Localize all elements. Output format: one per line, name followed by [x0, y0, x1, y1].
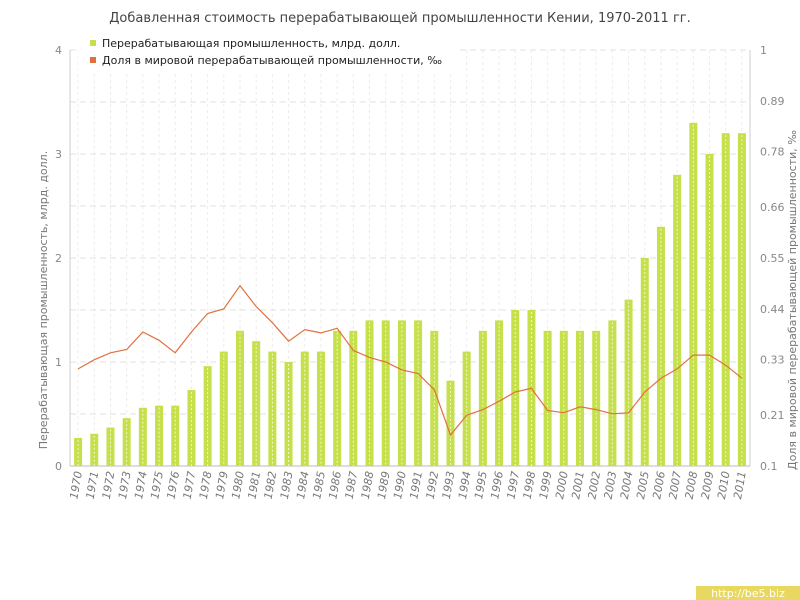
x-tick: 1986	[326, 470, 344, 500]
x-tick: 1979	[213, 470, 231, 500]
x-tick: 1989	[375, 470, 393, 500]
bar	[397, 320, 406, 466]
bar	[414, 320, 423, 466]
y-tick-left: 0	[55, 460, 62, 473]
y-tick-right: 0.78	[760, 146, 785, 159]
x-axis: 1970197119721973197419751976197719781979…	[67, 470, 748, 500]
bar	[462, 351, 471, 466]
legend-swatch-line	[90, 57, 96, 63]
bar	[495, 320, 504, 466]
y-tick-right: 0.66	[760, 201, 785, 214]
y-tick-left: 3	[55, 148, 62, 161]
x-tick: 1974	[132, 470, 150, 500]
bar	[316, 351, 325, 466]
y-tick-right: 0.55	[760, 252, 785, 265]
bar	[138, 407, 147, 466]
legend-entry-line: Доля в мировой перерабатывающей промышле…	[102, 54, 442, 67]
x-tick: 1971	[84, 470, 102, 500]
x-tick: 2008	[683, 470, 701, 500]
x-tick: 1981	[245, 470, 263, 500]
y-axis-left-label: Перерабатывающая промышленность, млрд. д…	[37, 151, 50, 449]
bar	[608, 320, 617, 466]
x-tick: 2011	[731, 470, 749, 500]
y-tick-right: 1	[760, 44, 767, 57]
bar	[365, 320, 374, 466]
watermark: http://be5.biz	[696, 586, 800, 600]
x-tick: 1975	[148, 470, 166, 500]
x-tick: 2010	[715, 470, 733, 500]
x-tick: 2003	[602, 470, 620, 500]
x-tick: 2002	[585, 470, 603, 500]
legend: Перерабатывающая промышленность, млрд. д…	[78, 34, 456, 72]
y-tick-right: 0.1	[760, 460, 778, 473]
grid	[69, 49, 751, 467]
x-tick: 1998	[521, 470, 539, 500]
line-series	[77, 284, 743, 437]
x-tick: 1973	[116, 470, 134, 500]
x-tick: 1983	[278, 470, 296, 500]
x-tick: 2007	[666, 470, 684, 500]
x-tick: 1977	[181, 470, 199, 500]
x-tick: 1990	[391, 470, 409, 500]
x-tick: 2005	[634, 470, 652, 500]
bar	[203, 366, 212, 466]
x-tick: 1985	[310, 470, 328, 500]
y-tick-right: 0.89	[760, 95, 785, 108]
x-tick: 1972	[100, 470, 118, 500]
y-tick-right: 0.33	[760, 354, 785, 367]
legend-entry-bars: Перерабатывающая промышленность, млрд. д…	[102, 37, 400, 50]
x-tick: 1978	[197, 470, 215, 500]
x-tick: 1992	[424, 470, 442, 500]
y-axis-right: 0.1 0.21 0.33 0.44 0.55 0.66 0.78 0.89 1	[760, 44, 785, 473]
x-tick: 2000	[553, 470, 571, 500]
x-tick: 1993	[440, 470, 458, 500]
x-tick: 2006	[650, 470, 668, 500]
legend-swatch-bars	[90, 40, 96, 46]
y-tick-left: 2	[55, 252, 62, 265]
bar	[673, 174, 682, 467]
bar	[381, 320, 390, 466]
x-tick: 1988	[359, 470, 377, 500]
x-tick: 1994	[456, 470, 474, 500]
x-tick: 1991	[407, 470, 425, 500]
x-tick: 1982	[262, 470, 280, 500]
bar-series	[74, 122, 746, 467]
bar	[90, 433, 99, 466]
x-tick: 1980	[229, 470, 247, 500]
x-tick: 1976	[164, 470, 182, 500]
x-tick: 2009	[699, 470, 717, 500]
x-tick: 1999	[537, 470, 555, 500]
y-tick-right: 0.21	[760, 409, 785, 422]
bar	[219, 351, 228, 466]
y-tick-left: 4	[55, 44, 62, 57]
bar	[300, 351, 309, 466]
x-tick: 1997	[504, 470, 522, 500]
share-line	[77, 284, 743, 437]
watermark-text: http://be5.biz	[711, 587, 785, 600]
x-tick: 1995	[472, 470, 490, 500]
bar	[268, 351, 277, 466]
legend-background	[78, 34, 456, 72]
x-tick: 1984	[294, 470, 312, 500]
chart-title: Добавленная стоимость перерабатывающей п…	[109, 11, 690, 26]
x-tick: 2004	[618, 470, 636, 500]
x-tick: 1987	[343, 470, 361, 500]
x-tick: 1996	[488, 470, 506, 500]
x-tick: 2001	[569, 470, 587, 500]
y-axis-left: 0 1 2 3 4	[55, 44, 62, 473]
y-tick-right: 0.44	[760, 303, 785, 316]
y-tick-left: 1	[55, 356, 62, 369]
x-tick: 1970	[67, 470, 85, 500]
y-axis-right-label: Доля в мировой перерабатывающей промышле…	[786, 130, 799, 470]
watermark-background	[696, 586, 800, 600]
bar	[187, 390, 196, 466]
